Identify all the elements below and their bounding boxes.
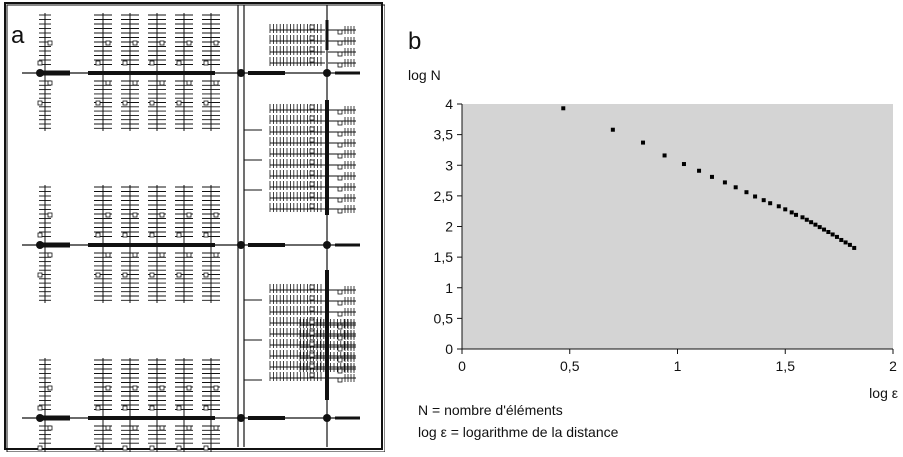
y-axis-label: log N [408,67,441,83]
y-tick-label: 4 [445,96,453,112]
data-point [783,207,788,212]
network-drawing [22,5,360,457]
panel-b-letter: b [408,28,422,55]
data-point [610,127,615,132]
y-tick-label: 1 [445,280,453,296]
data-point [794,212,799,217]
x-axis-label: log ε [869,385,898,401]
data-point [822,227,827,232]
data-point [813,222,818,227]
data-point [800,215,805,220]
plot-area [462,104,893,349]
x-tick-label: 1 [674,358,682,374]
y-tick-label: 0 [445,341,453,357]
y-tick-label: 3 [445,157,453,173]
data-point [817,225,822,230]
y-tick-label: 2 [445,219,453,235]
data-point [847,242,852,247]
y-tick-label: 2,5 [434,188,454,204]
data-point [826,230,831,235]
data-point [709,174,714,179]
y-tick-label: 3,5 [434,127,454,143]
data-point [744,190,749,195]
figure-frame [4,2,383,450]
data-point [641,140,646,145]
data-point [809,220,814,225]
caption-log-epsilon: log ε = logarithme de la distance [418,424,619,440]
data-point [761,198,766,203]
data-point [843,240,848,245]
data-point [804,217,809,222]
x-tick-label: 0 [458,358,466,374]
data-point [753,194,758,199]
data-point [834,234,839,239]
data-point [830,232,835,237]
branching-network-figure [4,2,386,457]
data-point [852,245,857,250]
data-point [697,168,702,173]
panel-b: b 0 0,5 1 1,5 2 2,5 3 3,5 4 0 0,5 1 1,5 2 log N log … [396,0,903,452]
panel-a-letter: a [11,22,25,49]
y-tick-label: 0,5 [434,310,454,326]
data-point [839,237,844,242]
data-point [768,201,773,206]
x-tick-label: 2 [889,358,897,374]
data-point [662,153,667,158]
x-tick-label: 0,5 [560,358,580,374]
data-point [681,162,686,167]
data-point [789,210,794,215]
data-point [722,180,727,185]
x-tick-label: 1,5 [776,358,796,374]
data-point [776,204,781,209]
data-point [733,185,738,190]
scatter-chart: 0 0,5 1 1,5 2 2,5 3 3,5 4 0 0,5 1 1,5 2 log N log ε [408,67,898,401]
data-point [561,106,566,111]
caption-n: N = nombre d'éléments [418,402,563,418]
y-tick-label: 1,5 [434,249,454,265]
panel-a: a [0,0,386,457]
